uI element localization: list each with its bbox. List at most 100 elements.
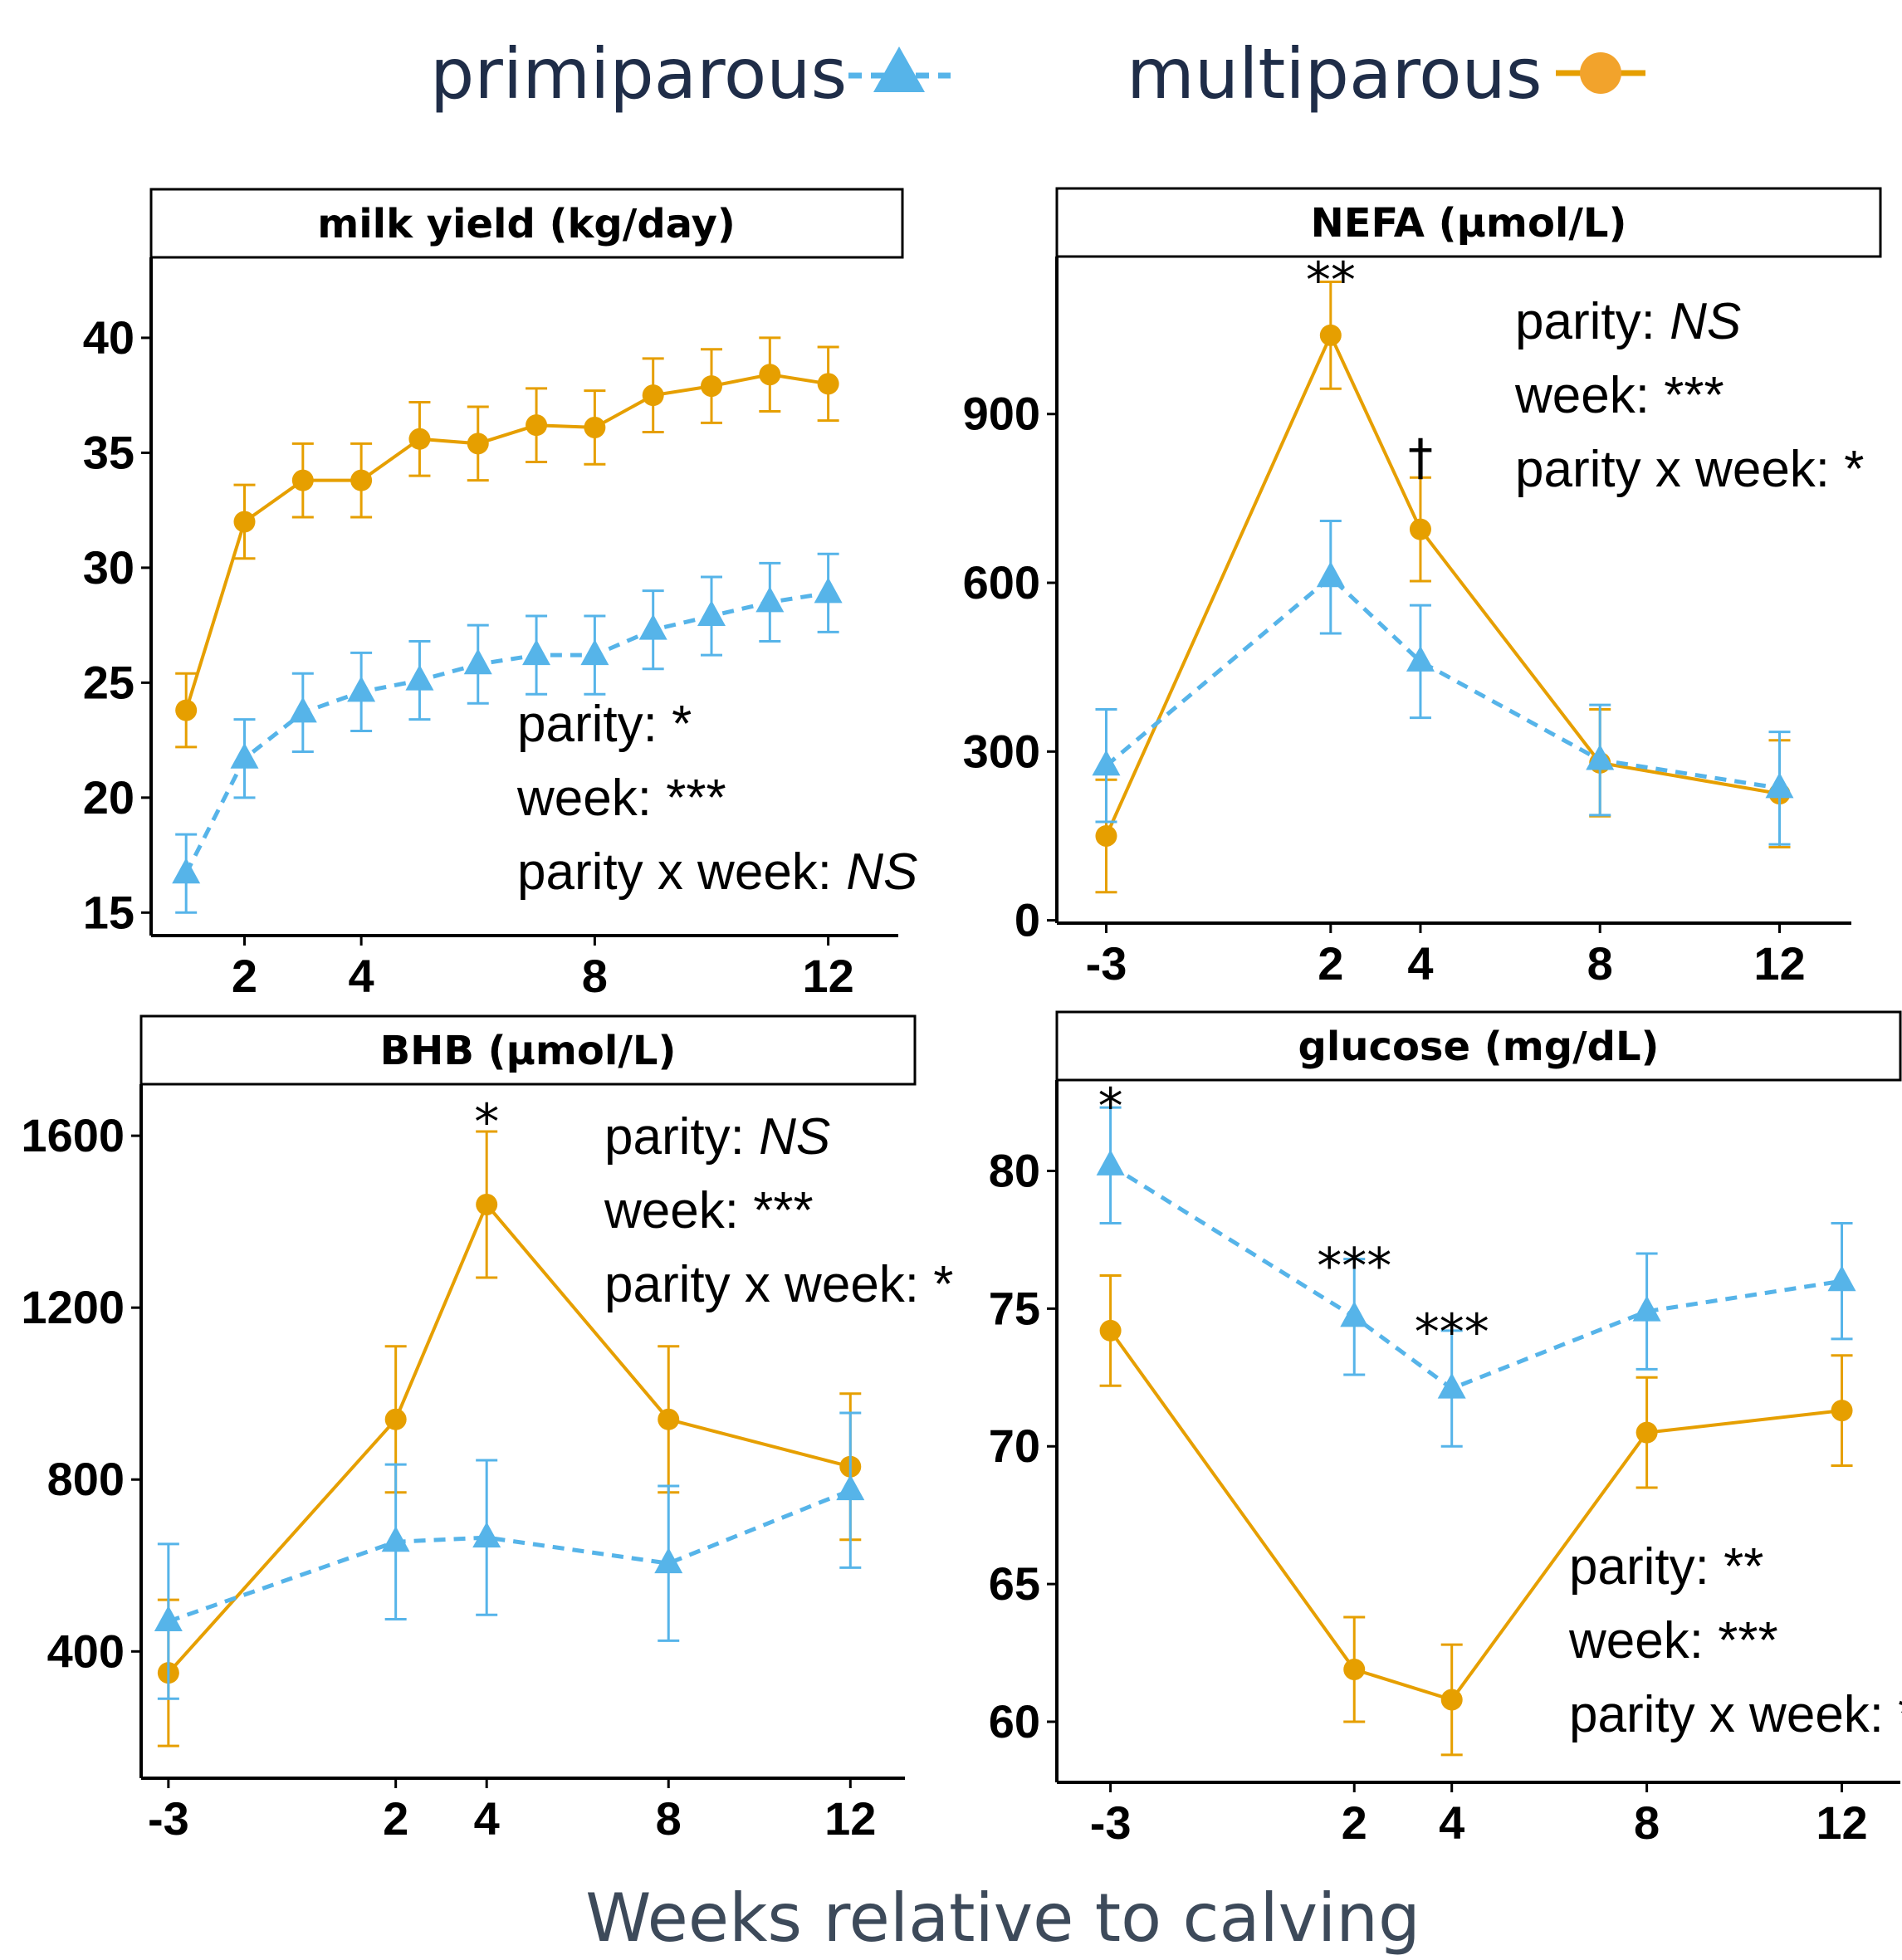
data-point-circle (1095, 824, 1117, 847)
series-line-primiparous (1104, 574, 1780, 790)
data-point-triangle (1632, 1295, 1661, 1322)
data-point-triangle (755, 586, 785, 613)
x-tick-label: 2 (232, 950, 257, 1002)
panel-nefa: NEFA (µmol/L) 0 300 600 900 -3 2 4 8 12 ** † pari… (963, 187, 1882, 990)
data-point-triangle (522, 639, 551, 666)
x-tick-label: 4 (1407, 937, 1433, 990)
series-primiparous (1096, 1106, 1856, 1448)
series-primiparous (1092, 519, 1794, 846)
data-point-circle (350, 469, 373, 491)
data-point-triangle (638, 613, 667, 640)
y-tick-label: 600 (963, 556, 1040, 609)
legend: primiparous multiparous (430, 33, 1645, 115)
data-point-triangle (172, 858, 201, 884)
data-point-triangle (1406, 645, 1435, 672)
series-primiparous (172, 552, 843, 914)
stat-line: parity x week: NS (517, 843, 917, 901)
x-tick-label: 2 (1318, 937, 1343, 990)
y-tick-label: 65 (989, 1557, 1040, 1610)
data-point-circle (526, 414, 548, 437)
data-point-triangle (154, 1606, 183, 1632)
data-point-triangle (1340, 1301, 1369, 1327)
data-point-triangle (1092, 750, 1121, 776)
series-line-primiparous (183, 590, 829, 875)
stat-line: week: *** (604, 1182, 814, 1239)
significance-mark: *** (1415, 1303, 1489, 1361)
data-point-triangle (1827, 1265, 1856, 1292)
series-line-primiparous (168, 1488, 852, 1624)
legend-label-multiparous: multiparous (1127, 33, 1543, 115)
x-tick-label: -3 (148, 1792, 189, 1845)
x-tick-label: 4 (474, 1792, 500, 1845)
data-point-triangle (472, 1522, 501, 1548)
stat-line: week: *** (1568, 1612, 1778, 1669)
y-tick-label: 15 (83, 886, 134, 938)
y-tick-label: 60 (989, 1695, 1040, 1747)
panel-title: glucose (mg/dL) (1298, 1024, 1660, 1070)
data-point-circle (701, 375, 722, 398)
primiparous-legend-icon (848, 46, 951, 92)
data-point-circle (1636, 1421, 1658, 1444)
y-tick-label: 1600 (21, 1109, 125, 1161)
data-point-triangle (1765, 772, 1794, 799)
data-point-triangle (405, 664, 434, 691)
panel-strip (149, 188, 904, 259)
data-point-circle (1319, 324, 1342, 346)
x-tick-label: 2 (383, 1792, 408, 1845)
y-tick-label: 80 (989, 1144, 1040, 1196)
data-point-triangle (654, 1547, 683, 1574)
data-point-circle (1409, 518, 1431, 540)
significance-mark: † (1408, 429, 1433, 487)
data-point-triangle (836, 1474, 865, 1501)
data-point-triangle (697, 600, 726, 627)
panel-strip (1055, 1010, 1902, 1082)
series-multiparous (1099, 1274, 1853, 1757)
data-point-circle (584, 416, 606, 438)
stat-line: parity: ** (1569, 1538, 1763, 1596)
data-point-circle (1831, 1400, 1853, 1422)
x-tick-label: 12 (802, 950, 853, 1002)
significance-mark: *** (1317, 1237, 1391, 1295)
data-point-triangle (381, 1526, 410, 1552)
stat-line: week: *** (1514, 367, 1724, 424)
data-point-circle (467, 433, 489, 455)
data-point-circle (384, 1408, 407, 1430)
data-point-triangle (814, 577, 843, 604)
data-point-circle (476, 1193, 498, 1215)
panel-strip (1055, 187, 1882, 258)
x-tick-label: -3 (1086, 937, 1127, 990)
x-tick-label: 4 (1439, 1796, 1464, 1849)
stat-line: parity x week: * (1515, 441, 1864, 498)
panel-title: NEFA (µmol/L) (1311, 200, 1627, 247)
x-tick-label: 12 (824, 1792, 876, 1845)
data-point-circle (759, 364, 781, 386)
y-tick-label: 30 (83, 541, 134, 594)
data-point-triangle (1316, 561, 1345, 588)
data-point-triangle (1586, 744, 1615, 770)
x-tick-label: 8 (656, 1792, 682, 1845)
y-tick-label: 900 (963, 388, 1040, 440)
legend-label-primiparous: primiparous (430, 33, 847, 115)
data-point-circle (233, 511, 256, 533)
x-tick-label: 8 (1634, 1796, 1660, 1849)
data-point-triangle (288, 697, 317, 723)
x-tick-label: 12 (1816, 1796, 1867, 1849)
y-tick-label: 40 (83, 311, 134, 364)
y-tick-label: 800 (47, 1453, 125, 1505)
y-tick-label: 35 (83, 426, 134, 478)
stat-line: parity: * (517, 696, 692, 753)
y-tick-label: 1200 (21, 1281, 125, 1333)
y-tick-label: 0 (1015, 894, 1040, 946)
data-point-circle (642, 384, 664, 407)
series-line-multiparous (184, 373, 829, 711)
stat-line: week: *** (516, 770, 726, 827)
stat-line: parity: NS (1515, 293, 1741, 350)
significance-mark: * (1098, 1078, 1123, 1136)
y-tick-label: 400 (47, 1625, 125, 1677)
data-point-triangle (1437, 1372, 1466, 1399)
panel-strip (139, 1014, 917, 1086)
x-tick-label: 8 (582, 950, 608, 1002)
